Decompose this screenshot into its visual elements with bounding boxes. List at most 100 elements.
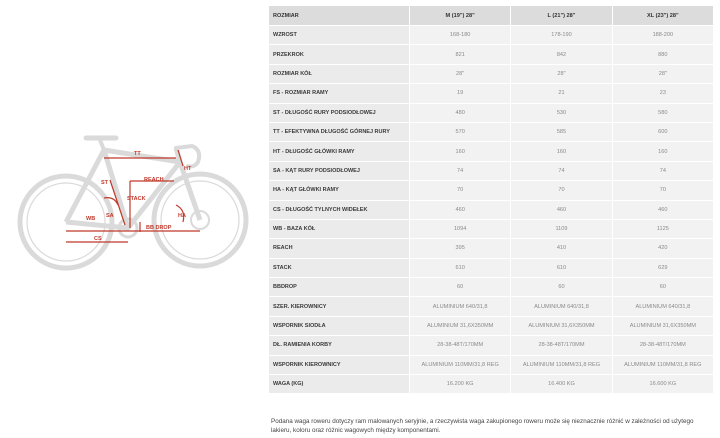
table-cell: 19: [410, 84, 511, 103]
table-row: SA - KĄT RURY PODSIODŁOWEJ 74 74 74: [269, 161, 713, 181]
table-cell: 74: [410, 161, 511, 181]
table-cell: 580: [612, 103, 713, 122]
table-cell: 160: [511, 142, 612, 161]
table-cell: 600: [612, 122, 713, 142]
table-cell: ALUMINIUM 640/31,8: [511, 297, 612, 316]
row-label: WSPORNIK KIEROWNICY: [269, 355, 409, 375]
handlebar: [174, 143, 202, 169]
table-cell: 16.400 KG: [511, 375, 612, 394]
table-cell: 460: [612, 200, 713, 219]
table-cell: ALUMINIUM 110MM/31,8 REG: [410, 355, 511, 375]
table-row: STACK 610 610 629: [269, 258, 713, 278]
table-cell: 28": [511, 64, 612, 84]
table-cell: 395: [410, 239, 511, 258]
table-cell: 188-200: [612, 26, 713, 45]
table-cell: 629: [612, 258, 713, 278]
row-label: FS - ROZMIAR RAMY: [269, 84, 409, 103]
table-cell: 16.200 KG: [410, 375, 511, 394]
table-cell: 70: [410, 181, 511, 200]
header-cell-m: M (19") 28": [410, 6, 511, 25]
header-cell-xl: XL (23") 28": [612, 6, 713, 25]
table-cell: ALUMINIUM 31,6X350MM: [612, 316, 713, 336]
table-cell: ALUMINIUM 31,6X350MM: [511, 316, 612, 336]
bike-geometry-diagram: TT HT ST REACH STACK SA HA WB CS BB DROP: [0, 0, 262, 438]
table-cell: 821: [410, 45, 511, 64]
table-cell: 1094: [410, 219, 511, 239]
table-row: HT - DŁUGOŚĆ GŁÓWKI RAMY 160 160 160: [269, 142, 713, 161]
table-cell: 160: [410, 142, 511, 161]
diagram-label-st: ST: [101, 180, 109, 186]
diagram-label-tt: TT: [134, 151, 141, 157]
row-label: ST - DŁUGOŚĆ RURY PODSIODŁOWEJ: [269, 103, 409, 122]
table-cell: ALUMINIUM 110MM/31,8 REG: [511, 355, 612, 375]
table-cell: 70: [612, 181, 713, 200]
header-cell-l: L (21") 28": [511, 6, 612, 25]
table-cell: 178-190: [511, 26, 612, 45]
table-row: WSPORNIK SIODŁA ALUMINIUM 31,6X350MM ALUMI…: [269, 316, 713, 336]
table-cell: 60: [511, 278, 612, 297]
diagram-label-bbdrop: BB DROP: [146, 225, 172, 231]
row-label: WB - BAZA KÓŁ: [269, 219, 409, 239]
bike-frame: [63, 147, 203, 231]
table-row: BBDROP 60 60 60: [269, 278, 713, 297]
row-label: WSPORNIK SIODŁA: [269, 316, 409, 336]
table-cell: 410: [511, 239, 612, 258]
table-cell: 28": [612, 64, 713, 84]
row-label: TT - EFEKTYWNA DŁUGOŚĆ GÓRNEJ RURY: [269, 122, 409, 142]
table-cell: ALUMINIUM 640/31,8: [410, 297, 511, 316]
table-row: PRZEKROK 821 842 880: [269, 45, 713, 64]
table-cell: 610: [410, 258, 511, 278]
table-row: DŁ. RAMIENIA KORBY 28-38-48T/170MM 28-38-4…: [269, 336, 713, 355]
table-cell: 70: [511, 181, 612, 200]
table-row: HA - KĄT GŁÓWKI RAMY 70 70 70: [269, 181, 713, 200]
row-label: REACH: [269, 239, 409, 258]
diagram-label-sa: SA: [106, 213, 114, 219]
table-cell: 585: [511, 122, 612, 142]
table-cell: 530: [511, 103, 612, 122]
table-cell: 460: [410, 200, 511, 219]
diagram-label-ha: HA: [178, 213, 186, 219]
rear-wheel: [17, 173, 115, 271]
row-label: WZROST: [269, 26, 409, 45]
dim-ha: [175, 204, 185, 223]
table-cell: 880: [612, 45, 713, 64]
table-cell: 28-38-48T/170MM: [511, 336, 612, 355]
table-row: TT - EFEKTYWNA DŁUGOŚĆ GÓRNEJ RURY 570 585…: [269, 122, 713, 142]
table-cell: 1125: [612, 219, 713, 239]
row-label: DŁ. RAMIENIA KORBY: [269, 336, 409, 355]
table-row: ROZMIAR KÓŁ 28" 28" 28": [269, 64, 713, 84]
dim-ht: [177, 149, 184, 167]
row-label: ROZMIAR KÓŁ: [269, 64, 409, 84]
diagram-label-reach: REACH: [144, 177, 164, 183]
table-row: WZROST 168-180 178-190 188-200: [269, 26, 713, 45]
table-cell: ALUMINIUM 110MM/31,8 REG: [612, 355, 713, 375]
table-row: WAGA (KG) 16.200 KG 16.400 KG 16.600 KG: [269, 375, 713, 394]
table-cell: 842: [511, 45, 612, 64]
table-cell: 74: [612, 161, 713, 181]
row-label: HT - DŁUGOŚĆ GŁÓWKI RAMY: [269, 142, 409, 161]
table-cell: 420: [612, 239, 713, 258]
table-cell: 610: [511, 258, 612, 278]
bike-illustration: [17, 135, 249, 271]
weight-note: Podana waga roweru dotyczy ram malowanyc…: [271, 418, 694, 434]
dim-st: [109, 179, 126, 226]
table-cell: 28-38-48T/170MM: [410, 336, 511, 355]
geometry-table: ROZMIAR M (19") 28" L (21") 28" XL (23")…: [268, 5, 714, 394]
table-cell: 28": [410, 64, 511, 84]
row-label: CS - DŁUGOŚĆ TYLNYCH WIDEŁEK: [269, 200, 409, 219]
header-cell-size: ROZMIAR: [269, 6, 409, 25]
table-row: REACH 395 410 420: [269, 239, 713, 258]
table-row: WSPORNIK KIEROWNICY ALUMINIUM 110MM/31,8 …: [269, 355, 713, 375]
row-label: BBDROP: [269, 278, 409, 297]
table-cell: 480: [410, 103, 511, 122]
row-label: WAGA (KG): [269, 375, 409, 394]
table-cell: 460: [511, 200, 612, 219]
table-cell: 60: [410, 278, 511, 297]
table-row: FS - ROZMIAR RAMY 19 21 23: [269, 84, 713, 103]
row-label: PRZEKROK: [269, 45, 409, 64]
table-cell: 168-180: [410, 26, 511, 45]
table-cell: 23: [612, 84, 713, 103]
table-row: ST - DŁUGOŚĆ RURY PODSIODŁOWEJ 480 530 580: [269, 103, 713, 122]
diagram-label-ht: HT: [184, 166, 192, 172]
table-cell: 74: [511, 161, 612, 181]
